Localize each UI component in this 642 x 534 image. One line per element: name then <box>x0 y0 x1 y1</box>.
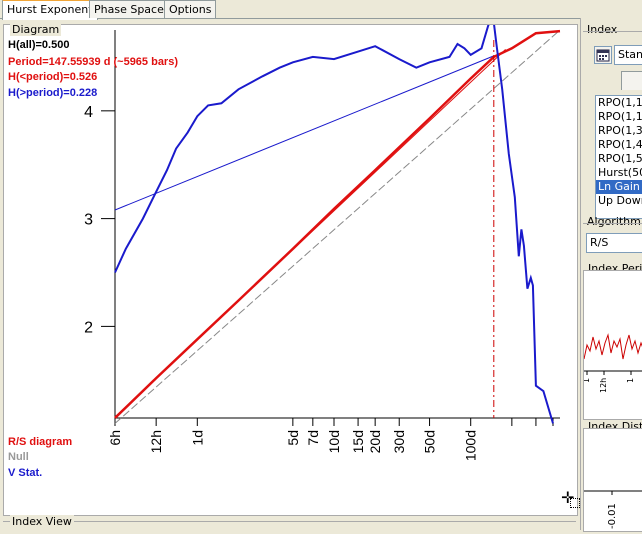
index-list-item[interactable]: RPO(1,50 <box>598 152 642 165</box>
index-list-item[interactable]: Ln Gain <box>596 180 642 194</box>
index-list[interactable]: RPO(1,14RPO(1,1,2RPO(1,30RPO(1,40RPO(1,5… <box>595 95 642 219</box>
y-tick-label: 4 <box>84 104 93 121</box>
index-period-mini-chart: 1 12h 1 <box>582 333 642 393</box>
index-distribution-mini-chart: -0.01 <box>584 490 642 529</box>
x-tick-label: 100d <box>463 430 479 461</box>
index-list-item[interactable]: RPO(1,40 <box>598 138 642 151</box>
x-tick-label: 30d <box>391 430 407 453</box>
tab-bar: Hurst Exponent Phase Space Options <box>0 0 580 20</box>
legend-rs-diagram: R/S diagram <box>8 436 73 448</box>
index-frame <box>583 31 642 212</box>
tab-hurst-exponent[interactable]: Hurst Exponent <box>2 0 98 20</box>
h-above-period-stat: H(>period)=0.228 <box>8 87 98 99</box>
h-all-stat: H(all)=0.500 <box>8 39 70 51</box>
hurst-chart: 2 3 4 6h 12h 1d 5d 7d 10d 15d 20d 30d 50d 100d <box>84 25 561 461</box>
y-tick-label: 2 <box>84 319 93 336</box>
index-list-item[interactable]: RPO(1,1,2 <box>598 110 642 123</box>
diagram-group-label: Diagram <box>10 23 62 36</box>
index-list-item[interactable]: RPO(1,30 <box>598 124 642 137</box>
algorithm-select[interactable]: R/S <box>586 233 642 253</box>
rs-series-line <box>114 29 561 419</box>
x-tick-label: 7d <box>305 430 321 446</box>
index-list-item[interactable]: Up Down <box>598 194 642 207</box>
x-tick-label: 12h <box>148 430 164 453</box>
h-below-period-stat: H(<period)=0.526 <box>8 71 98 83</box>
tab-phase-space[interactable]: Phase Space <box>89 0 169 18</box>
x-tick-label: 10d <box>326 430 342 453</box>
index-view-group-label: Index View <box>10 515 74 528</box>
index-standard-select[interactable]: Stan <box>614 45 642 65</box>
mini-tick-1: 1 <box>584 378 591 383</box>
algorithm-frame <box>583 223 642 264</box>
x-tick-label: 50d <box>422 430 438 453</box>
legend-v-stat: V Stat. <box>8 467 43 479</box>
size-grip-icon[interactable] <box>570 498 580 508</box>
diagram-panel: 2 3 4 6h 12h 1d 5d 7d 10d 15d 20d 30d 50d 100d H(all)… <box>3 24 578 516</box>
legend-null: Null <box>8 451 29 463</box>
x-tick-label: 15d <box>350 430 366 453</box>
algorithm-title: Algorithm <box>587 215 641 228</box>
index-subtab[interactable] <box>621 71 642 90</box>
index-list-item[interactable]: Hurst(50) <box>598 166 642 179</box>
index-distribution-panel: -0.01 <box>583 428 642 532</box>
calendar-button[interactable] <box>594 46 612 64</box>
x-tick-label: 5d <box>285 430 301 446</box>
index-view-panel <box>3 521 576 534</box>
x-tick-label: 1d <box>189 430 205 446</box>
crosshair-icon: ✛ <box>561 488 575 507</box>
tab-options[interactable]: Options <box>164 0 217 18</box>
distribution-tick: -0.01 <box>607 503 618 529</box>
vstat-series-line <box>114 25 554 424</box>
index-list-item[interactable]: RPO(1,14 <box>598 96 642 109</box>
y-tick-label: 3 <box>84 212 93 229</box>
period-stat: Period=147.55939 d (~5965 bars) <box>8 56 178 68</box>
index-period-panel: 1 12h 1 <box>582 270 642 420</box>
x-tick-label: 20d <box>367 430 383 453</box>
mini-tick-2: 12h <box>599 378 608 393</box>
right-panel: Index Stan RPO(1,14RPO(1,1,2RPO(1,30RPO(… <box>580 18 642 532</box>
mini-tick-3: 1 <box>626 378 635 383</box>
fit-above-period-line <box>114 55 494 211</box>
x-tick-label: 6h <box>107 430 123 446</box>
calendar-icon <box>596 49 610 62</box>
index-title: Index <box>587 23 618 36</box>
null-series-line <box>114 29 561 424</box>
